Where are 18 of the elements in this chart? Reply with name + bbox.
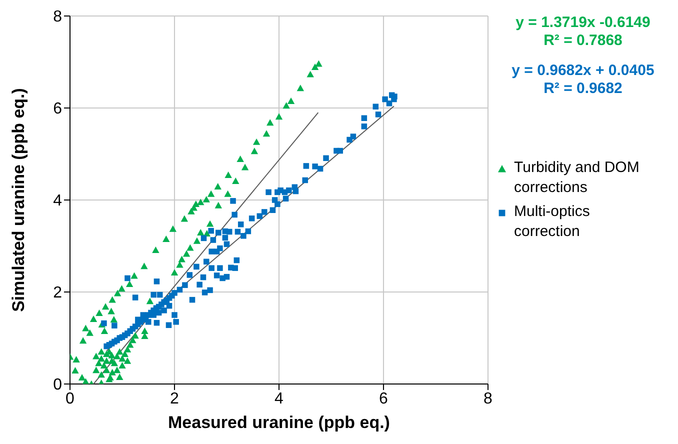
text: R² = 0.9682 — [542, 80, 624, 98]
y-tick-label: 4 — [53, 192, 62, 210]
y-tick-label: 8 — [53, 8, 62, 26]
x-tick-label: 0 — [66, 390, 75, 408]
text: R² = 0.7868 — [542, 32, 624, 50]
x-tick-label: 8 — [484, 390, 493, 408]
text: y = 1.3719x -0.6149 — [514, 14, 652, 32]
x-axis-title: Measured uranine (ppb eq.) — [168, 413, 390, 432]
x-tick-label: 6 — [379, 390, 388, 408]
legend-label: Turbidity and DOM corrections — [514, 158, 640, 198]
legend-label: Multi-optics correction — [514, 202, 591, 242]
y-tick-label: 6 — [53, 100, 62, 118]
y-tick-label: 2 — [53, 284, 62, 302]
text: y = 0.9682x + 0.0405 — [510, 62, 656, 80]
y-tick-label: 0 — [53, 376, 62, 394]
x-tick-label: 4 — [274, 390, 284, 408]
y-axis-title: Simulated uranine (ppb eq.) — [9, 88, 28, 312]
x-tick-label: 2 — [170, 390, 180, 408]
